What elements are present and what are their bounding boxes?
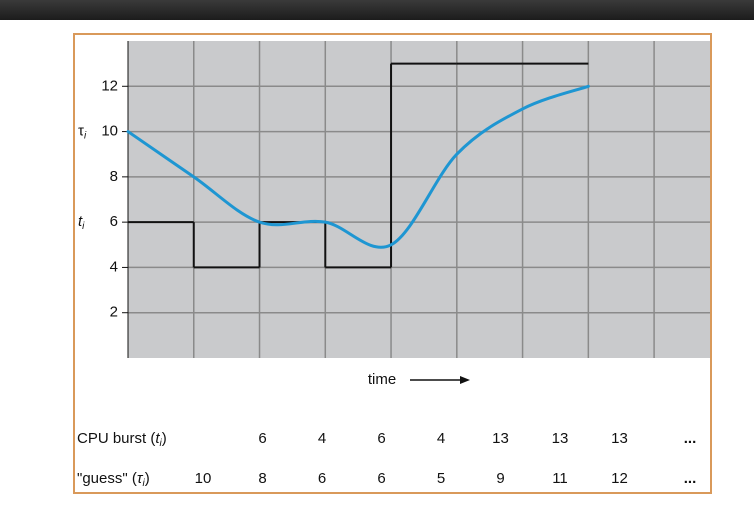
label-part: i [142,478,145,489]
y-tick-label: 2 [110,304,118,321]
table-value: 8 [258,470,266,487]
table-value: 5 [437,470,445,487]
symbol: τ [78,123,84,140]
table-value: 4 [437,430,445,447]
table-value: 9 [496,470,504,487]
table-value: 6 [318,470,326,487]
label-part: τ [137,470,144,487]
y-annotation: ti [78,213,85,232]
top-bar [0,0,754,20]
label-part: CPU burst ( [77,430,155,447]
table-value: 6 [377,470,385,487]
label-part: ) [145,470,150,487]
table-value: 11 [552,470,568,487]
y-tick-label: 4 [110,258,118,275]
y-tick-label: 10 [101,123,118,140]
label-part: ) [162,430,167,447]
ellipsis: ... [684,470,697,487]
row-label: "guess" (τi) [77,470,150,489]
row-label: CPU burst (ti) [77,430,167,449]
table-value: 10 [195,470,212,487]
table-value: 12 [611,470,628,487]
table-value: 13 [492,430,509,447]
label-part: i [160,438,163,449]
table-value: 6 [377,430,385,447]
table-value: 4 [318,430,326,447]
table-value: 13 [552,430,569,447]
y-tick-label: 12 [101,77,118,94]
y-annotation: τi [78,123,87,142]
table-value: 13 [611,430,628,447]
subscript: i [84,130,87,141]
table-value: 6 [258,430,266,447]
y-tick-label: 6 [110,213,118,230]
guess-curve [126,84,590,249]
symbol: t [78,213,83,230]
plot-area [128,41,710,358]
label-part: t [155,430,160,447]
y-tick-label: 8 [110,168,118,185]
time-arrow-head [460,376,470,384]
x-axis-label: time [368,371,396,388]
label-part: "guess" ( [77,470,137,487]
subscript: i [82,221,85,232]
ellipsis: ... [684,430,697,447]
